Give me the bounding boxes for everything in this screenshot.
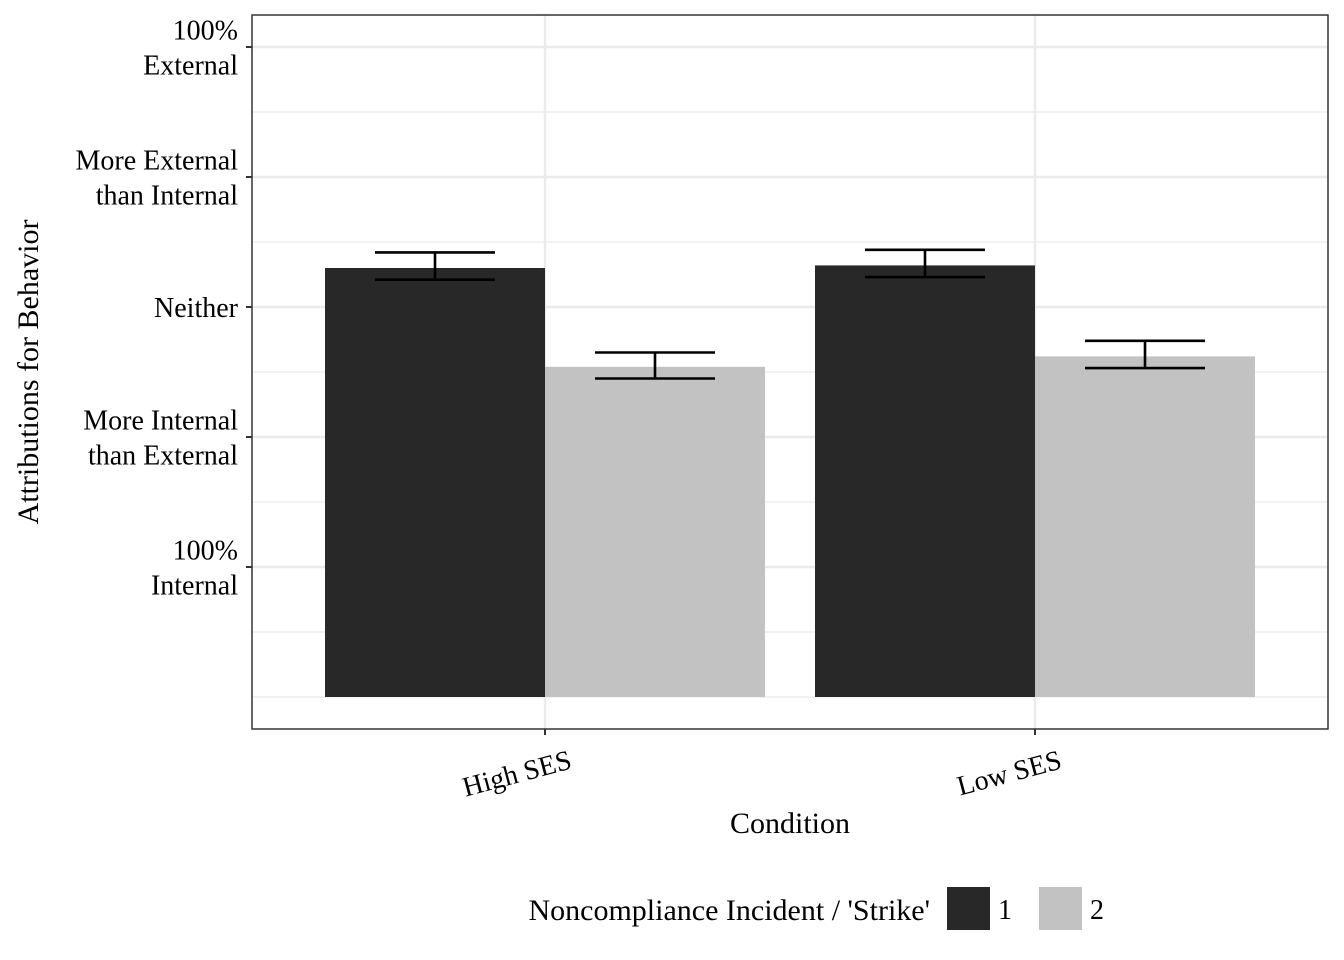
error-bar (595, 351, 715, 380)
legend-label: 1 (998, 895, 1012, 926)
legend: Noncompliance Incident / 'Strike' 1 2 (528, 887, 1104, 930)
bar (1035, 356, 1255, 697)
x-tick-label: Low SES (954, 745, 1065, 803)
x-axis: High SES Low SES (459, 729, 1065, 804)
bar (815, 265, 1035, 697)
legend-key (1039, 887, 1082, 930)
bars (325, 265, 1255, 697)
legend-key (947, 887, 990, 930)
y-axis: 100% Internal More Internal than External Ne… (76, 16, 252, 602)
legend-title: Noncompliance Incident / 'Strike' (528, 894, 930, 927)
y-axis-title: Attributions for Behavior (12, 220, 45, 525)
error-bar (1085, 339, 1205, 370)
y-tick-label: More External than Internal (76, 146, 239, 212)
bar (545, 366, 765, 697)
y-tick-label: Neither (154, 293, 239, 324)
error-bar (865, 248, 985, 279)
y-tick-label: More Internal than External (83, 406, 238, 472)
plot-panel-border (251, 14, 1329, 730)
y-tick-label: 100% External (143, 16, 238, 82)
x-axis-title: Condition (730, 807, 850, 840)
y-tick-label: 100% Internal (151, 536, 238, 602)
error-bars (375, 248, 1205, 380)
x-tick-label: High SES (459, 745, 574, 804)
error-bar (375, 251, 495, 282)
bar (325, 268, 545, 697)
legend-label: 2 (1090, 895, 1104, 926)
